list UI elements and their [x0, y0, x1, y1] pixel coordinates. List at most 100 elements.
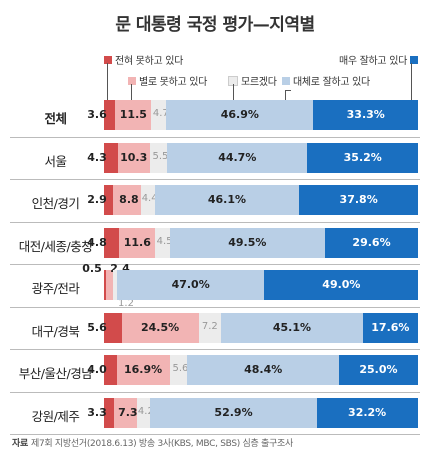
bar-segment-very-good [299, 185, 418, 215]
bar-segment-somewhat-bad [116, 355, 170, 385]
legend-item-very-bad: 전혀 못하고 있다 [104, 52, 183, 67]
row-label: 전체 [44, 111, 67, 126]
legend-leader-line [107, 63, 108, 102]
bar-segment-somewhat-bad [114, 397, 138, 428]
legend-leader-line [285, 90, 286, 102]
row-separator [10, 221, 420, 223]
data-label-very-good: 25.0% [359, 363, 398, 376]
data-label-very-good: 32.2% [348, 405, 387, 419]
bar-segment-somewhat-good [116, 270, 265, 300]
legend-swatch-somewhat-good [282, 76, 290, 85]
data-label-unknown: 4.4 [141, 193, 158, 204]
source-text: 제7회 지방선거(2018.6.13) 방송 3사(KBS, MBC, SBS)… [30, 439, 293, 449]
legend-label-very-bad: 전혀 못하고 있다 [115, 56, 184, 67]
bar-segment-very-good [362, 312, 418, 343]
bar-segment-unknown [140, 185, 155, 215]
legend-item-somewhat-bad: 별로 못하고 있다 [128, 73, 207, 88]
data-label-very-good: 49.0% [322, 278, 361, 291]
legend-swatch-somewhat-bad [128, 76, 136, 85]
source-note: 자료 제7회 지방선거(2018.6.13) 방송 3사(KBS, MBC, SB… [12, 436, 293, 449]
legend-leader-line [285, 90, 291, 91]
bar-segment-unknown [113, 270, 117, 300]
legend-label-somewhat-good: 대체로 잘하고 있다 [293, 77, 370, 88]
legend-swatch-very-bad [104, 55, 112, 64]
data-label-unknown: 5.6 [172, 363, 189, 374]
bar-segment-very-good [264, 270, 419, 300]
data-label-somewhat-bad: 7.3 [118, 405, 138, 419]
row-label: 서울 [44, 153, 67, 169]
data-label-unknown: 1.2 [118, 298, 134, 309]
data-label-somewhat-good: 44.7% [218, 150, 257, 164]
data-label-very-bad: 3.6 [87, 108, 107, 121]
data-label-unknown: 4.2 [137, 405, 154, 417]
data-label-unknown: 5.5 [152, 150, 169, 162]
bar-segment-very-good [313, 100, 418, 130]
data-label-somewhat-good: 45.1% [272, 320, 312, 334]
legend-leader-line [233, 84, 234, 102]
data-label-very-bad: 5.6 [87, 320, 107, 334]
row-separator [10, 264, 420, 265]
row-label: 인천/경기 [31, 196, 80, 211]
bar-segment-somewhat-bad [119, 227, 156, 258]
legend-leader-line [411, 63, 412, 102]
row-separator [10, 179, 420, 180]
data-label-very-good: 35.2% [343, 150, 382, 164]
row-separator [10, 136, 420, 138]
bar-segment-somewhat-good [154, 185, 300, 215]
data-label-somewhat-good: 52.9% [214, 405, 253, 419]
legend: 전혀 못하고 있다 별로 못하고 있다 모르겠다 대체로 잘하고 있다 매우 잘하고 있… [0, 0, 430, 110]
bar-segment-very-good [339, 355, 418, 385]
row-label: 대구/경북 [31, 323, 80, 339]
data-label-somewhat-bad: 16.9% [123, 363, 163, 376]
bar-segment-somewhat-bad [113, 185, 141, 215]
data-label-very-bad: 3.3 [87, 405, 107, 419]
bar-segment-very-bad [104, 227, 120, 258]
data-label-very-good: 29.6% [352, 235, 391, 249]
legend-item-somewhat-good: 대체로 잘하고 있다 [282, 73, 370, 88]
bar-segment-unknown [149, 142, 168, 173]
row-separator [10, 349, 420, 350]
data-label-unknown: 7.2 [201, 320, 218, 332]
bar-segment-somewhat-good [221, 312, 363, 343]
data-label-very-good: 17.6% [371, 320, 410, 334]
bar-segment-somewhat-good [169, 227, 326, 258]
bar-segment-somewhat-bad [121, 312, 199, 343]
bar-segment-somewhat-good [187, 355, 340, 385]
source-label: 자료 [12, 439, 28, 449]
legend-item-very-good: 매우 잘하고 있다 [339, 52, 418, 67]
data-label-somewhat-bad: 24.5% [140, 320, 180, 334]
bar-segment-somewhat-bad [115, 100, 152, 130]
data-label-somewhat-bad: 11.5 [119, 108, 147, 121]
data-label-unknown: 4.7 [152, 108, 169, 119]
bar-segment-very-bad [104, 355, 117, 385]
data-label-very-bad: 4.3 [87, 150, 107, 164]
data-label-somewhat-good: 46.9% [220, 108, 259, 121]
row-separator [10, 306, 420, 308]
bar-segment-very-bad [104, 270, 106, 300]
bar-segment-very-good [307, 142, 418, 173]
legend-label-somewhat-bad: 별로 못하고 있다 [139, 77, 208, 88]
data-label-very-bad: 4.8 [87, 235, 107, 249]
data-label-somewhat-bad: 10.3 [120, 150, 148, 164]
data-label-very-bad: 4.0 [87, 363, 107, 376]
bar-segment-somewhat-good [150, 397, 317, 428]
bar-segment-very-bad [104, 100, 116, 130]
bar-segment-unknown [155, 227, 170, 258]
data-label-unknown: 4.5 [156, 235, 173, 247]
bar-segment-very-bad [104, 312, 122, 343]
data-label-somewhat-bad: 8.8 [119, 193, 139, 206]
row-label: 광주/전라 [31, 281, 80, 296]
bar-segment-unknown [169, 355, 188, 385]
bar-segment-somewhat-good [167, 142, 308, 173]
bar-segment-somewhat-bad [105, 270, 114, 300]
data-label-very-bad: 2.9 [87, 193, 107, 206]
legend-leader-line [131, 84, 132, 102]
data-label-very-good: 37.8% [339, 193, 378, 206]
row-label: 강원/제주 [31, 408, 80, 424]
row-label: 부산/울산/경남 [18, 366, 93, 381]
bar-segment-somewhat-bad [117, 142, 150, 173]
bar-segment-very-bad [104, 142, 118, 173]
data-label-very-bad: 0.5 [82, 262, 102, 275]
bar-segment-unknown [198, 312, 222, 343]
data-label-somewhat-good: 46.1% [207, 193, 247, 206]
